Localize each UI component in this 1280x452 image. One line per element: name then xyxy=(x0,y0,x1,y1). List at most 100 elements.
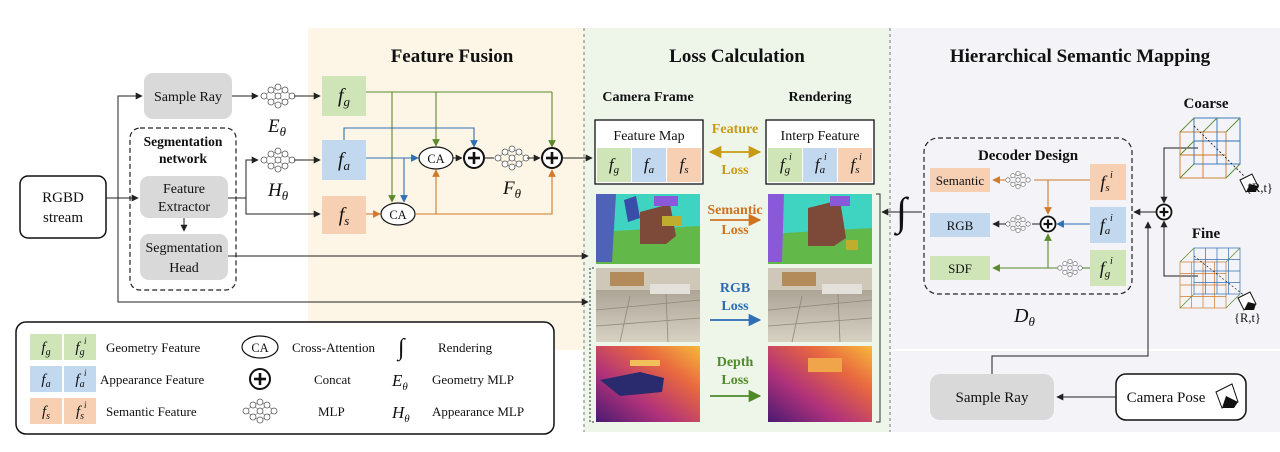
fg-cell xyxy=(597,148,631,182)
rgbd-label: RGBD xyxy=(42,190,84,206)
fs-label: fs xyxy=(339,204,350,228)
legend-fgi-swatch xyxy=(64,334,96,360)
fs-cell-label: fs xyxy=(679,155,688,176)
segmentation-title-2: network xyxy=(159,151,207,166)
legend-fg-swatch xyxy=(30,334,62,360)
legend-fa-swatch xyxy=(30,366,62,392)
arrow-extractor-to-mlp xyxy=(228,156,259,199)
loss-calculation-title: Loss Calculation xyxy=(669,46,805,67)
arrow-input-to-sample-ray xyxy=(106,92,143,199)
ca-label: CA xyxy=(427,152,444,166)
camera-pose-label: Camera Pose xyxy=(1127,390,1206,406)
legend-e-theta: Eθ xyxy=(391,371,408,393)
segmentation-head-label-2: Head xyxy=(169,261,199,276)
legend-fai-swatch xyxy=(64,366,96,392)
appearance-mlp-icon xyxy=(260,147,296,173)
legend-fgi-superscript: i xyxy=(84,336,87,346)
f-theta-label: Fθ xyxy=(502,178,522,201)
legend-appearance-mlp: Appearance MLP xyxy=(432,404,524,419)
legend-ca-icon xyxy=(241,335,279,359)
fai-input-label: fa xyxy=(1100,215,1111,237)
hierarchical-mapping-title: Hierarchical Semantic Mapping xyxy=(950,46,1211,67)
fs-box xyxy=(322,196,366,234)
fs-cell xyxy=(667,148,701,182)
fai-cell-label: fa xyxy=(815,155,826,176)
cross-attention-node xyxy=(380,202,416,226)
fai-cell xyxy=(803,148,837,182)
segmentation-head-label-1: Segmentation xyxy=(146,241,223,256)
legend-fsi-swatch xyxy=(64,398,96,424)
fa-box xyxy=(322,140,366,180)
fgi-superscript: i xyxy=(789,152,792,163)
feature-extractor-box xyxy=(140,176,228,218)
legend-rendering-icon: ∫ xyxy=(396,335,406,362)
fa-label: fa xyxy=(338,149,351,173)
semantic-loss-label-2: Loss xyxy=(721,223,749,238)
legend-h-theta: Hθ xyxy=(391,403,410,425)
legend-cross-attention: Cross-Attention xyxy=(292,340,376,355)
rgb-output-box xyxy=(930,213,990,237)
legend-fai-label: fa xyxy=(75,372,84,390)
fg-cell-label: fg xyxy=(609,155,620,176)
orange-arrow-to-plus2 xyxy=(416,169,556,215)
grid-concat-plus-icon xyxy=(1155,203,1173,221)
semantic-image-camera xyxy=(596,194,700,264)
fai-input-box xyxy=(1090,207,1126,243)
fai-superscript: i xyxy=(824,152,827,163)
stream-label: stream xyxy=(43,210,83,226)
feature-loss-label-2: Loss xyxy=(721,163,749,178)
concat-plus-icon xyxy=(462,146,486,170)
legend-concat: Concat xyxy=(314,372,351,387)
fgi-cell-label: fg xyxy=(780,155,791,176)
sample-ray-top-label: Sample Ray xyxy=(154,90,222,105)
fgi-input-box xyxy=(1090,250,1126,286)
fgi-cell xyxy=(768,148,802,182)
legend-fai-superscript: i xyxy=(84,368,87,378)
concat-plus-icon xyxy=(540,146,564,170)
legend-fs-swatch xyxy=(30,398,62,424)
feature-loss-label-1: Feature xyxy=(712,122,758,137)
semantic-image-rendering xyxy=(768,194,872,264)
legend-geometry-feature: Geometry Feature xyxy=(106,340,200,355)
legend-ca-symbol: CA xyxy=(251,341,268,355)
decoder-design-group xyxy=(923,137,1133,295)
legend-geometry-mlp: Geometry MLP xyxy=(432,372,514,387)
segmentation-network-group xyxy=(129,127,237,291)
rendering-label: Rendering xyxy=(789,90,852,105)
arrow-sample-ray-to-plus xyxy=(991,221,1152,374)
feature-map-label: Feature Map xyxy=(613,129,684,144)
legend-fsi-label: fs xyxy=(76,404,84,422)
depth-loss-label-1: Depth xyxy=(717,355,754,370)
legend-fs-label: fs xyxy=(42,404,50,422)
camera-pose-icon xyxy=(1215,383,1239,409)
camera-frame-label: Camera Frame xyxy=(602,90,693,105)
h-theta-label: Hθ xyxy=(267,180,289,203)
rgbd-stream-box xyxy=(19,175,107,239)
coarse-label: Coarse xyxy=(1184,96,1229,112)
fa-cell xyxy=(632,148,666,182)
legend-fa-label: fa xyxy=(41,372,50,390)
sdf-output-box xyxy=(930,256,990,280)
segmentation-title-1: Segmentation xyxy=(144,134,223,149)
coarse-pose-label: {R,t} xyxy=(1246,181,1273,195)
fg-box xyxy=(322,76,366,116)
fsi-cell xyxy=(838,148,872,182)
rendering-integral-symbol: ∫ xyxy=(893,189,910,236)
fsi-input-label: fs xyxy=(1100,172,1109,194)
fsi-input-box xyxy=(1090,164,1126,200)
sample-ray-bottom-label: Sample Ray xyxy=(956,390,1029,406)
d-theta-label: Dθ xyxy=(1013,305,1035,329)
legend-box xyxy=(15,321,555,435)
fine-pose-label: {R,t} xyxy=(1234,311,1261,325)
legend-fsi-superscript: i xyxy=(84,400,87,410)
rgb-output-label: RGB xyxy=(947,218,974,233)
arrow-fine-to-plus xyxy=(1160,220,1198,277)
feature-extractor-label-1: Feature xyxy=(163,182,205,197)
fa-cell-label: fa xyxy=(644,155,655,176)
rgb-depth-bracket xyxy=(589,267,594,423)
fai-input-superscript: i xyxy=(1110,213,1113,224)
fine-label: Fine xyxy=(1192,226,1221,242)
decoder-design-title: Decoder Design xyxy=(978,148,1079,164)
ca-label: CA xyxy=(389,208,406,222)
